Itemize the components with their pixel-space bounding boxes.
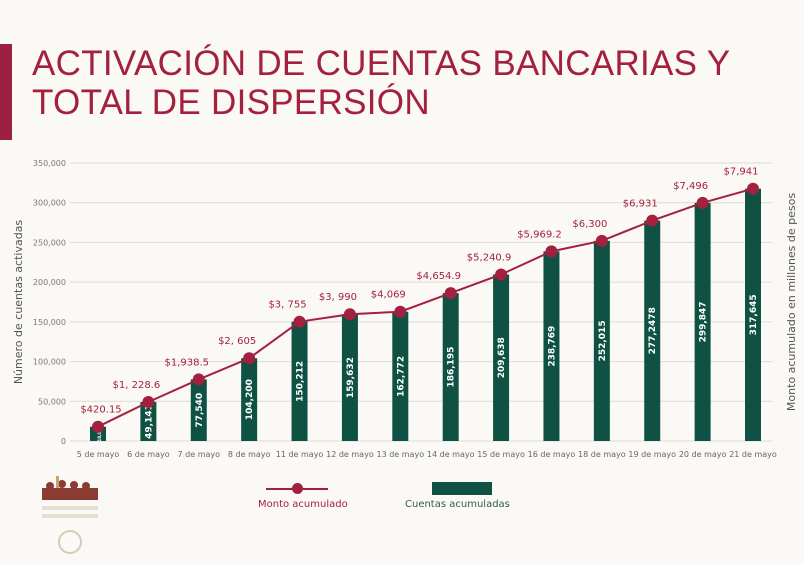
line-value-label: $7,496	[673, 181, 708, 192]
line-point	[495, 268, 508, 281]
line-value-label: $5,240.9	[467, 252, 512, 263]
x-tick-label: 14 de mayo	[427, 450, 475, 459]
x-tick-label: 13 de mayo	[377, 450, 425, 459]
bar-value-label: 277,2478	[648, 307, 658, 354]
bar-value-label: 317,645	[749, 294, 759, 335]
line-point	[394, 305, 407, 318]
line-point	[747, 182, 759, 195]
line-value-label: $1, 228.6	[113, 380, 161, 391]
line-value-label: $3, 755	[268, 300, 306, 311]
page-title: ACTIVACIÓN DE CUENTAS BANCARIAS Y TOTAL …	[32, 44, 730, 122]
line-value-label: $4,654.9	[416, 271, 461, 282]
legend-line-marker	[292, 483, 303, 494]
x-tick-label: 7 de mayo	[178, 450, 221, 459]
government-logo	[42, 476, 98, 554]
bar	[140, 401, 157, 441]
line-value-label: $2, 605	[218, 336, 256, 347]
y-tick-label: 200,000	[33, 278, 66, 287]
bar-value-label: 238,769	[547, 326, 557, 367]
bar	[442, 293, 459, 441]
y2-axis-label: Monto acumulado en millones de pesos	[785, 193, 798, 411]
bar-value-label: 159,632	[346, 357, 356, 398]
bar	[694, 202, 711, 441]
bar	[392, 311, 409, 441]
bar	[644, 220, 661, 441]
line-point	[243, 352, 256, 365]
line-point	[696, 196, 709, 209]
x-tick-label: 11 de mayo	[276, 450, 324, 459]
x-tick-label: 12 de mayo	[326, 450, 374, 459]
x-tick-label: 19 de mayo	[628, 450, 676, 459]
y-tick-label: 150,000	[33, 318, 66, 327]
bar-value-label: 252,015	[598, 320, 608, 361]
line-point	[142, 395, 155, 408]
line-value-label: $1,938.5	[165, 357, 210, 368]
bar	[241, 358, 258, 441]
bar-value-label: 209,638	[497, 337, 507, 378]
line-value-label: $6,300	[572, 219, 607, 230]
x-tick-label: 15 de mayo	[477, 450, 525, 459]
bar	[341, 314, 358, 441]
x-tick-label: 5 de mayo	[77, 450, 120, 459]
y-tick-label: 300,000	[33, 199, 66, 208]
line-value-label: $3, 990	[319, 292, 357, 303]
bar-value-label: 299,847	[699, 301, 709, 342]
x-tick-label: 6 de mayo	[127, 450, 170, 459]
line-point	[545, 245, 558, 258]
y-axis-label: Número de cuentas activadas	[12, 220, 25, 385]
line-point	[646, 214, 659, 227]
bar-value-label: 18,000	[97, 426, 102, 442]
line-point	[92, 420, 104, 433]
x-tick-label: 18 de mayo	[578, 450, 626, 459]
line-value-label: $6,931	[623, 199, 658, 210]
bar	[190, 379, 207, 441]
line-series	[97, 187, 754, 428]
bar-value-label: 77,540	[195, 393, 205, 428]
line-value-label: $7,941	[724, 167, 759, 178]
y-tick-label: 50,000	[38, 397, 66, 406]
line-value-label: $5,969.2	[517, 229, 562, 240]
bar-value-label: 186,195	[447, 347, 457, 388]
x-tick-label: 21 de mayo	[729, 450, 777, 459]
line-value-label: $420.15	[80, 405, 121, 416]
bar-value-label: 150,212	[296, 361, 306, 402]
legend-bar-swatch	[432, 482, 492, 495]
y-tick-label: 350,000	[33, 159, 66, 168]
x-tick-label: 20 de mayo	[679, 450, 727, 459]
legend-bar-label: Cuentas acumuladas	[405, 499, 510, 510]
line-point	[293, 315, 306, 328]
bar-value-label: 104,200	[245, 379, 255, 420]
line-point	[343, 308, 356, 321]
y-tick-label: 0	[61, 437, 66, 446]
x-tick-label: 8 de mayo	[228, 450, 271, 459]
bar	[593, 240, 610, 441]
title-accent-bar	[0, 44, 12, 140]
bar-value-label: 162,772	[396, 356, 406, 397]
line-value-label: $4,069	[371, 290, 406, 301]
legend-line-label: Monto acumulado	[258, 499, 348, 510]
bar-value-label: 49,141	[144, 404, 154, 439]
bar	[745, 188, 761, 441]
bar	[543, 251, 560, 441]
bar	[493, 274, 510, 441]
bar	[291, 321, 308, 441]
x-tick-label: 16 de mayo	[528, 450, 576, 459]
line-point	[192, 373, 205, 386]
y-tick-label: 250,000	[33, 238, 66, 247]
line-point	[444, 287, 457, 300]
line-point	[595, 234, 608, 247]
y-tick-label: 100,000	[33, 358, 66, 367]
